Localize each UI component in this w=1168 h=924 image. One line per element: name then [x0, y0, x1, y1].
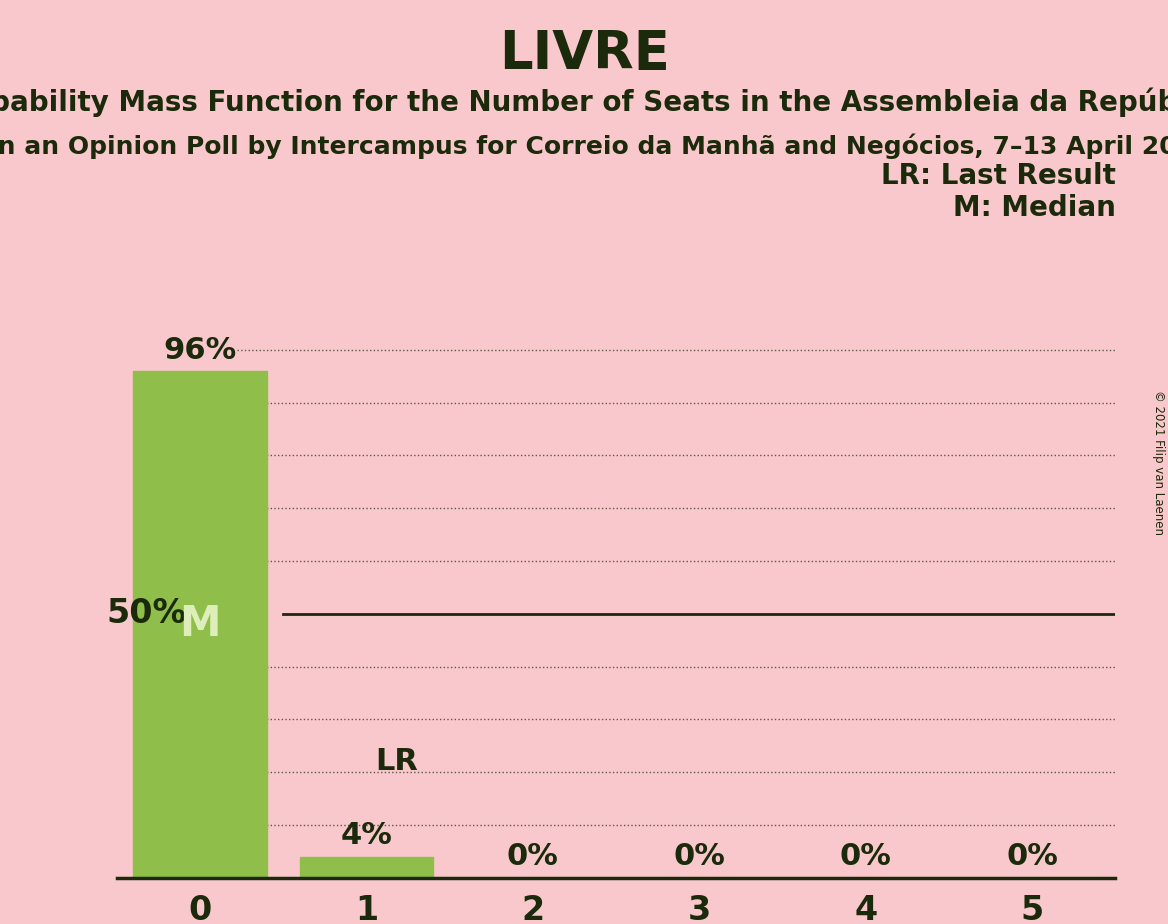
- Text: 0%: 0%: [1007, 843, 1058, 871]
- Text: 50%: 50%: [106, 597, 187, 630]
- Text: 0%: 0%: [840, 843, 891, 871]
- Text: M: Median: M: Median: [953, 194, 1115, 222]
- Text: 0%: 0%: [507, 843, 558, 871]
- Text: LIVRE: LIVRE: [499, 28, 669, 79]
- Text: LR: Last Result: LR: Last Result: [881, 162, 1115, 189]
- Bar: [300, 857, 433, 878]
- Text: LR: LR: [375, 748, 418, 776]
- Text: 0%: 0%: [674, 843, 725, 871]
- Text: 96%: 96%: [164, 335, 237, 365]
- Text: M: M: [179, 603, 221, 645]
- Bar: [133, 371, 266, 878]
- Text: 4%: 4%: [341, 821, 392, 850]
- Text: Based on an Opinion Poll by Intercampus for Correio da Manhã and Negócios, 7–13 : Based on an Opinion Poll by Intercampus …: [0, 134, 1168, 160]
- Text: © 2021 Filip van Laenen: © 2021 Filip van Laenen: [1152, 390, 1166, 534]
- Text: Probability Mass Function for the Number of Seats in the Assembleia da República: Probability Mass Function for the Number…: [0, 88, 1168, 117]
